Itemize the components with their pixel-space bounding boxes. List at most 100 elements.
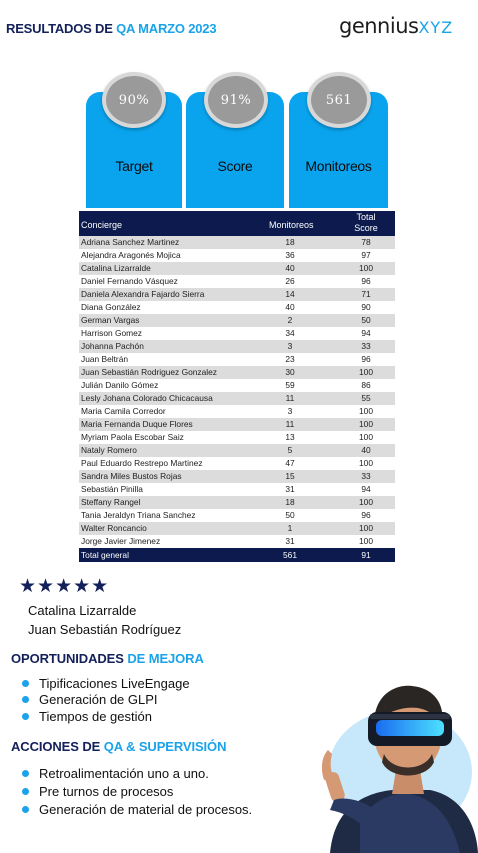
action-item: Retroalimentación uno a uno. xyxy=(22,766,209,781)
header-monitoreos: Monitoreos xyxy=(269,220,314,230)
concierge-name: Catalina Lizarralde xyxy=(81,263,151,273)
total-score-value: 100 xyxy=(359,419,373,429)
monitoreos-value: 15 xyxy=(285,471,295,481)
concierge-name: Maria Camila Corredor xyxy=(81,406,166,416)
total-score-value: 90 xyxy=(361,302,371,312)
monitoreos-value: 1 xyxy=(287,523,293,533)
header-total-score: Total Score xyxy=(354,212,378,233)
table-row: Nataly Romero 5 40 xyxy=(79,444,395,457)
concierge-name: Maria Fernanda Duque Flores xyxy=(81,419,193,429)
table-row: Tania Jeraldyn Triana Sanchez 50 96 xyxy=(79,509,395,522)
total-score-value: 96 xyxy=(361,276,371,286)
total-score-value: 78 xyxy=(361,237,371,247)
total-monitoreos: 561 xyxy=(283,550,297,560)
monitoreos-value: 13 xyxy=(285,432,295,442)
concierge-name: Jorge Javier Jimenez xyxy=(81,536,161,546)
monitoreos-value: 50 xyxy=(285,510,295,520)
monitoreos-value: 31 xyxy=(285,484,295,494)
vr-headset-person-icon xyxy=(321,685,478,853)
table-row: German Vargas 2 50 xyxy=(79,314,395,327)
monitoreos-value: 5 xyxy=(287,445,293,455)
table-row: Alejandra Aragonés Mojica 36 97 xyxy=(79,249,395,262)
target-value-circle: 90% xyxy=(102,72,166,128)
monitoreos-card: Monitoreos xyxy=(289,92,388,208)
total-score-value: 100 xyxy=(359,497,373,507)
action-item: Pre turnos de procesos xyxy=(22,784,173,799)
table-total-row: Total general 561 91 xyxy=(79,548,395,562)
table-row: Catalina Lizarralde 40 100 xyxy=(79,262,395,275)
concierge-name: Nataly Romero xyxy=(81,445,137,455)
concierge-name: Harrison Gomez xyxy=(81,328,142,338)
total-score: 91 xyxy=(361,550,371,560)
target-label: Target xyxy=(115,158,153,174)
table-row: Juan Sebastián Rodriguez Gonzalez 30 100 xyxy=(79,366,395,379)
bullet-icon xyxy=(22,713,29,720)
total-score-value: 96 xyxy=(361,354,371,364)
monitoreos-value: 11 xyxy=(285,419,295,429)
monitoreos-value: 30 xyxy=(285,367,295,377)
total-score-value: 55 xyxy=(361,393,371,403)
monitoreos-value: 59 xyxy=(285,380,295,390)
concierge-name: Sandra Miles Bustos Rojas xyxy=(81,471,182,481)
table-row: Daniela Alexandra Fajardo Sierra 14 71 xyxy=(79,288,395,301)
bullet-icon xyxy=(22,680,29,687)
total-score-value: 40 xyxy=(361,445,371,455)
monitoreos-value: 561 xyxy=(325,92,353,108)
table-row: Myriam Paola Escobar Saiz 13 100 xyxy=(79,431,395,444)
monitoreos-label: Monitoreos xyxy=(305,158,372,174)
table-row: Juan Beltrán 23 96 xyxy=(79,353,395,366)
score-value-circle: 91% xyxy=(204,72,268,128)
concierge-name: Juan Sebastián Rodriguez Gonzalez xyxy=(81,367,217,377)
total-score-value: 100 xyxy=(359,406,373,416)
table-row: Jorge Javier Jimenez 31 100 xyxy=(79,535,395,548)
concierge-name: Daniela Alexandra Fajardo Sierra xyxy=(81,289,205,299)
table-body: Adriana Sanchez Martinez 18 78 Alejandra Ar… xyxy=(79,236,395,548)
monitoreos-value: 18 xyxy=(285,497,295,507)
score-value: 91% xyxy=(220,92,252,108)
opportunity-item: Tiempos de gestión xyxy=(22,709,152,724)
monitoreos-value: 11 xyxy=(285,393,295,403)
bullet-icon xyxy=(22,696,29,703)
monitoreos-value: 2 xyxy=(287,315,293,325)
monitoreos-value: 47 xyxy=(285,458,295,468)
monitoreos-value: 3 xyxy=(287,341,293,351)
total-score-value: 100 xyxy=(359,367,373,377)
total-score-value: 97 xyxy=(361,250,371,260)
concierge-name: Diana González xyxy=(81,302,141,312)
table-row: Paul Eduardo Restrepo Martinez 47 100 xyxy=(79,457,395,470)
concierge-name: Juan Beltrán xyxy=(81,354,129,364)
opportunities-title: OPORTUNIDADES DE MEJORA xyxy=(11,651,204,666)
total-label: Total general xyxy=(81,550,129,560)
table-row: Julián Danilo Gómez 59 86 xyxy=(79,379,395,392)
concierge-name: Tania Jeraldyn Triana Sanchez xyxy=(81,510,196,520)
bullet-icon xyxy=(22,770,29,777)
concierge-name: Daniel Fernando Vásquez xyxy=(81,276,178,286)
monitoreos-value: 40 xyxy=(285,302,295,312)
table-row: Sandra Miles Bustos Rojas 15 33 xyxy=(79,470,395,483)
table-row: Steffany Rangel 18 100 xyxy=(79,496,395,509)
total-score-value: 50 xyxy=(361,315,371,325)
bullet-icon xyxy=(22,806,29,813)
concierge-name: Walter Roncancio xyxy=(81,523,147,533)
concierge-name: Steffany Rangel xyxy=(81,497,141,507)
five-star-rating: ★★★★★ xyxy=(19,576,110,597)
monitoreos-value: 31 xyxy=(285,536,295,546)
action-item: Generación de material de procesos. xyxy=(22,802,252,817)
total-score-value: 100 xyxy=(359,458,373,468)
table-row: Walter Roncancio 1 100 xyxy=(79,522,395,535)
monitoreos-value: 34 xyxy=(285,328,295,338)
monitoreos-value: 23 xyxy=(285,354,295,364)
score-label: Score xyxy=(217,158,253,174)
table-row: Lesly Johana Colorado Chicacausa 11 55 xyxy=(79,392,395,405)
concierge-name: German Vargas xyxy=(81,315,140,325)
header: RESULTADOS DE QA MARZO 2023 genniusXYZ xyxy=(0,0,478,48)
total-score-value: 94 xyxy=(361,328,371,338)
header-concierge: Concierge xyxy=(81,220,123,230)
actions-title: ACCIONES DE QA & SUPERVISIÓN xyxy=(11,739,227,754)
table-row: Maria Camila Corredor 3 100 xyxy=(79,405,395,418)
concierge-name: Myriam Paola Escobar Saiz xyxy=(81,432,184,442)
total-score-value: 100 xyxy=(359,536,373,546)
opportunity-item: Tipificaciones LiveEngage xyxy=(22,676,190,691)
concierge-name: Alejandra Aragonés Mojica xyxy=(81,250,181,260)
monitoreos-value: 36 xyxy=(285,250,295,260)
